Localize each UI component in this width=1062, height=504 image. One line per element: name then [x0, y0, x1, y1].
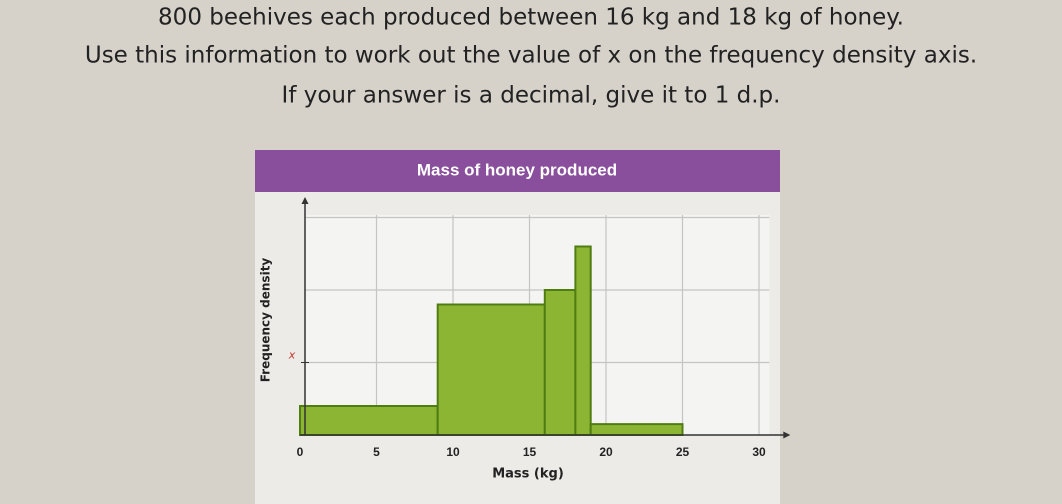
bar [574, 245, 592, 436]
x-tick-label: 10 [446, 445, 460, 459]
x-tick-label: 30 [752, 445, 766, 459]
question-line: Use this information to work out the val… [85, 43, 977, 69]
x-tick-label: 20 [599, 445, 613, 459]
x-axis-arrow [783, 431, 791, 439]
bar [589, 423, 684, 436]
question-line: If your answer is a decimal, give it to … [282, 83, 781, 109]
y-axis-label: Frequency density [259, 258, 273, 383]
x-tick-label: 5 [373, 445, 380, 459]
chart-title: Mass of honey produced [417, 160, 617, 179]
x-axis-label: Mass (kg) [492, 467, 564, 482]
chart-header [255, 150, 780, 192]
x-tick-label: 25 [676, 445, 690, 459]
y-tick-label: x [288, 349, 296, 362]
question-line: 800 beehives each produced between 16 kg… [158, 5, 904, 31]
bar [543, 289, 577, 436]
bar [299, 405, 439, 436]
x-tick-label: 0 [297, 445, 304, 459]
y-axis-arrow [301, 197, 309, 204]
bar [436, 303, 546, 436]
x-tick-label: 15 [523, 445, 537, 459]
